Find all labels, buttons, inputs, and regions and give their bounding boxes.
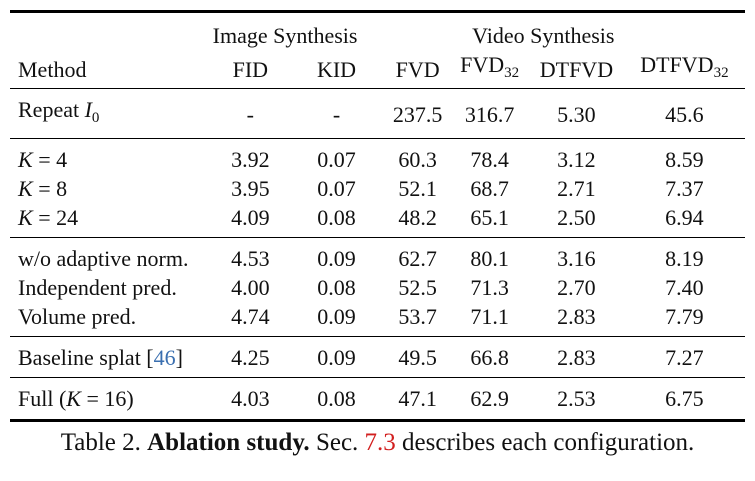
cell-dtfvd32: 7.40 — [665, 275, 704, 300]
row-method: K = 4 — [18, 147, 68, 172]
col-fvd32: FVD32 — [460, 52, 520, 81]
cell-fvd32: 68.7 — [470, 176, 509, 201]
table-row: w/o adaptive norm. 4.53 0.09 62.7 80.1 3… — [10, 244, 745, 273]
rule-1 — [10, 88, 745, 95]
cell-dtfvd: 5.30 — [557, 101, 596, 127]
cell-dtfvd: 3.12 — [557, 147, 596, 172]
cell-dtfvd: 2.53 — [557, 386, 596, 411]
caption-bold: Ablation study. — [147, 429, 310, 456]
col-dtfvd: DTFVD — [539, 56, 614, 82]
cell-fvd: 47.1 — [398, 386, 437, 411]
cell-kid: 0.08 — [317, 275, 356, 300]
rule-4 — [10, 336, 745, 343]
cell-fvd32: 65.1 — [470, 205, 509, 230]
ablation-table-container: Image Synthesis Video Synthesis Method F… — [10, 10, 745, 422]
cell-fvd32: 66.8 — [470, 345, 509, 370]
cell-fvd: 62.7 — [398, 246, 437, 271]
cell-dtfvd32: 45.6 — [665, 101, 704, 127]
cell-fvd32: 316.7 — [464, 101, 515, 127]
top-rule — [10, 10, 745, 21]
table-row: K = 24 4.09 0.08 48.2 65.1 2.50 6.94 — [10, 203, 745, 232]
cell-fid: 3.92 — [231, 147, 270, 172]
cell-fvd: 52.5 — [398, 275, 437, 300]
row-method: Baseline splat [46] — [18, 345, 183, 370]
row-method: Repeat I0 — [18, 97, 100, 126]
cell-fvd: 60.3 — [398, 147, 437, 172]
cell-dtfvd32: 7.37 — [665, 176, 704, 201]
col-method: Method — [18, 56, 87, 82]
cell-dtfvd32: 6.75 — [665, 386, 704, 411]
cell-fvd32: 71.1 — [470, 304, 509, 329]
cell-dtfvd: 2.83 — [557, 345, 596, 370]
cell-fvd32: 78.4 — [470, 147, 509, 172]
cell-kid: 0.07 — [317, 147, 356, 172]
cell-kid: 0.09 — [317, 345, 356, 370]
cell-fvd: 52.1 — [398, 176, 437, 201]
cell-fid: 4.00 — [231, 275, 270, 300]
cell-fid: 4.03 — [231, 386, 270, 411]
cell-kid: 0.08 — [317, 205, 356, 230]
cell-fvd: 49.5 — [398, 345, 437, 370]
col-fvd: FVD — [395, 56, 440, 82]
citation-link[interactable]: 46 — [153, 345, 176, 370]
cell-fid: 4.09 — [231, 205, 270, 230]
cell-dtfvd: 3.16 — [557, 246, 596, 271]
table-caption: Table 2. Ablation study. Sec. 7.3 descri… — [60, 429, 695, 456]
cell-dtfvd: 2.83 — [557, 304, 596, 329]
cell-dtfvd32: 7.27 — [665, 345, 704, 370]
table-row: Volume pred. 4.74 0.09 53.7 71.1 2.83 7.… — [10, 302, 745, 331]
table-row: K = 8 3.95 0.07 52.1 68.7 2.71 7.37 — [10, 174, 745, 203]
cell-fid: 4.53 — [231, 246, 270, 271]
group-video-synthesis: Video Synthesis — [472, 23, 615, 48]
cell-dtfvd: 2.71 — [557, 176, 596, 201]
cell-kid: 0.09 — [317, 246, 356, 271]
cell-fid: 4.74 — [231, 304, 270, 329]
row-method: w/o adaptive norm. — [18, 246, 189, 271]
cell-kid: 0.08 — [317, 386, 356, 411]
table-row: Independent pred. 4.00 0.08 52.5 71.3 2.… — [10, 273, 745, 302]
row-method: Full (K = 16) — [18, 386, 134, 411]
table-row: Full (K = 16) 4.03 0.08 47.1 62.9 2.53 6… — [10, 384, 745, 413]
section-ref-link[interactable]: 7.3 — [364, 429, 396, 456]
row-method: K = 24 — [18, 205, 79, 230]
cell-dtfvd32: 7.79 — [665, 304, 704, 329]
cell-dtfvd32: 6.94 — [665, 205, 704, 230]
cell-kid: 0.09 — [317, 304, 356, 329]
group-image-synthesis: Image Synthesis — [212, 23, 358, 48]
rule-5 — [10, 377, 745, 384]
rule-2 — [10, 138, 745, 145]
bottom-rule — [10, 413, 745, 422]
cell-fvd32: 62.9 — [470, 386, 509, 411]
cell-fvd: 53.7 — [398, 304, 437, 329]
col-fid: FID — [232, 56, 269, 82]
cell-dtfvd: 2.70 — [557, 275, 596, 300]
column-header-row: Method FID KID FVD FVD32 DTFVD DTFVD32 — [10, 50, 745, 89]
cell-fvd32: 71.3 — [470, 275, 509, 300]
cell-fid: 3.95 — [231, 176, 270, 201]
cell-kid: - — [332, 101, 341, 127]
col-dtfvd32: DTFVD32 — [640, 52, 729, 81]
rule-3 — [10, 237, 745, 244]
cell-dtfvd32: 8.59 — [665, 147, 704, 172]
cell-fid: - — [246, 101, 254, 127]
cell-fvd: 237.5 — [392, 101, 443, 127]
table-row: Repeat I0 - - 237.5 316.7 5.30 45.6 — [10, 95, 745, 133]
row-method: Independent pred. — [18, 275, 177, 300]
cell-kid: 0.07 — [317, 176, 356, 201]
cell-fid: 4.25 — [231, 345, 270, 370]
col-kid: KID — [316, 56, 357, 82]
group-header-row: Image Synthesis Video Synthesis — [10, 21, 745, 50]
cell-dtfvd32: 8.19 — [665, 246, 704, 271]
cell-dtfvd: 2.50 — [557, 205, 596, 230]
table-row: K = 4 3.92 0.07 60.3 78.4 3.12 8.59 — [10, 145, 745, 174]
row-method: K = 8 — [18, 176, 68, 201]
row-method: Volume pred. — [18, 304, 137, 329]
cell-fvd32: 80.1 — [470, 246, 509, 271]
cell-fvd: 48.2 — [398, 205, 437, 230]
table-row: Baseline splat [46] 4.25 0.09 49.5 66.8 … — [10, 343, 745, 372]
ablation-table: Image Synthesis Video Synthesis Method F… — [10, 10, 745, 422]
